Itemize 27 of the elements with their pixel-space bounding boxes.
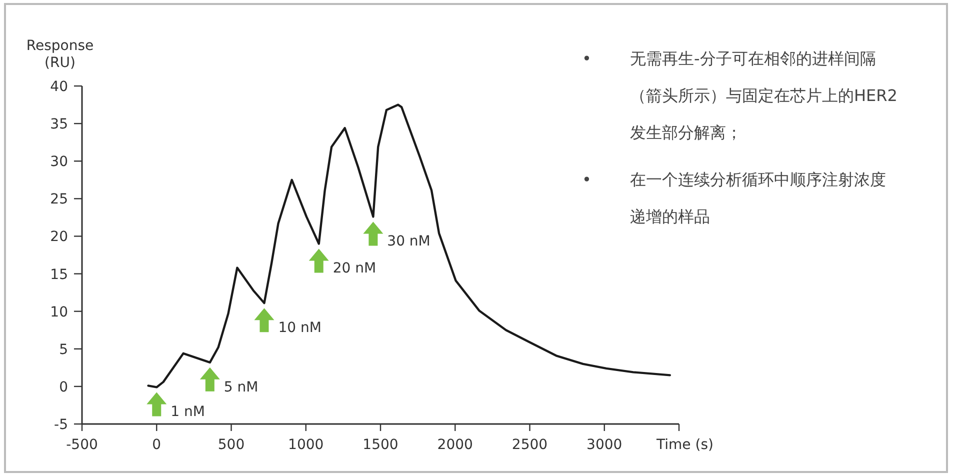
y-tick-label: 20: [50, 229, 68, 246]
annotation: • 无需再生-分子可在相邻的进样间隔（箭头所示）与固定在芯片上的HER2发生部分解离；: [582, 48, 898, 144]
x-axis-title: Time (s): [656, 437, 714, 453]
annotation: 1 nM: [170, 404, 205, 420]
y-tick-label: 35: [50, 116, 68, 133]
x-tick-label: 1500: [362, 437, 398, 453]
x-tick-label: 1000: [288, 437, 324, 453]
y-tick-label: 30: [50, 154, 68, 170]
y-axis-title: Response (RU): [26, 38, 94, 71]
x-tick-label: 500: [218, 437, 245, 453]
y-tick-label: 40: [50, 79, 68, 95]
x-tick-label: 3000: [586, 437, 622, 453]
x-tick-label: -500: [66, 437, 98, 453]
annotation: • 在一个连续分析循环中顺序注射浓度递增的样品: [582, 169, 887, 228]
x-tick-label: 2500: [512, 437, 548, 453]
y-tick-label: 25: [50, 192, 68, 208]
y-tick-label: 15: [50, 266, 68, 283]
x-tick-label: 0: [152, 437, 162, 453]
y-tick-label: -5: [54, 417, 68, 433]
y-tick-label: 0: [59, 379, 68, 396]
annotation: 20 nM: [332, 260, 376, 277]
y-tick-label: 5: [59, 342, 68, 358]
annotation: 10 nM: [278, 320, 322, 336]
x-tick-label: 2000: [437, 437, 473, 453]
y-tick-label: 10: [50, 304, 68, 320]
annotation: 30 nM: [387, 234, 430, 250]
annotation: 5 nM: [224, 379, 258, 396]
